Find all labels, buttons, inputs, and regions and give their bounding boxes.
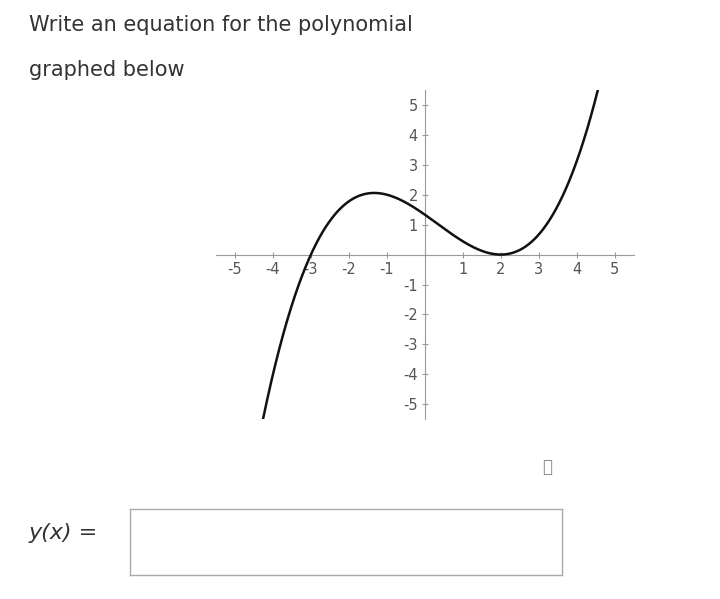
Text: Write an equation for the polynomial: Write an equation for the polynomial	[29, 15, 413, 35]
Text: y(x) =: y(x) =	[29, 523, 98, 543]
Text: graphed below: graphed below	[29, 60, 184, 80]
Text: 🔍: 🔍	[542, 458, 552, 476]
